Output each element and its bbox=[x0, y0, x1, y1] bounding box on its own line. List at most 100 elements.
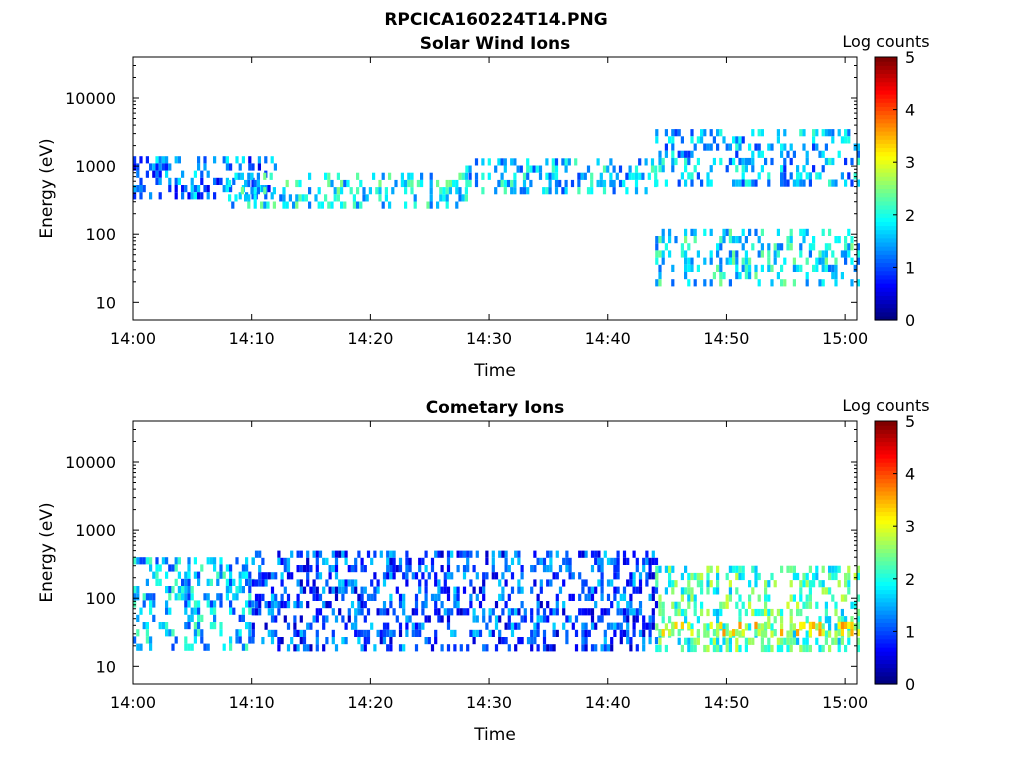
heatmap-cell-2 bbox=[744, 637, 748, 645]
colorbar-tick-label: 3 bbox=[905, 517, 915, 536]
heatmap-cell-0 bbox=[181, 593, 185, 601]
heatmap-cell-1 bbox=[424, 579, 428, 587]
heatmap-cell-2 bbox=[690, 644, 694, 653]
heatmap-cell-1 bbox=[405, 579, 409, 587]
heatmap-cell-1 bbox=[472, 586, 476, 594]
heatmap-cell-0 bbox=[168, 629, 172, 637]
heatmap-cell-3 bbox=[757, 150, 761, 158]
heatmap-cell-0 bbox=[251, 177, 255, 185]
heatmap-cell-2 bbox=[844, 572, 848, 581]
colorbar-segment bbox=[875, 589, 897, 595]
heatmap-cell-0 bbox=[197, 163, 201, 171]
heatmap-cell-1 bbox=[446, 644, 451, 652]
heatmap-cell-2 bbox=[703, 623, 707, 631]
heatmap-cell-1 bbox=[389, 565, 393, 573]
colorbar-segment bbox=[875, 167, 897, 173]
heatmap-cell-3 bbox=[789, 157, 793, 166]
heatmap-cell-1 bbox=[440, 644, 444, 652]
heatmap-cell-4 bbox=[744, 264, 748, 272]
heatmap-cell-2 bbox=[687, 580, 691, 588]
heatmap-cell-0 bbox=[241, 607, 245, 615]
heatmap-cell-4 bbox=[783, 279, 787, 287]
heatmap-cell-2 bbox=[526, 172, 530, 180]
heatmap-cell-2 bbox=[551, 158, 555, 166]
heatmap-cell-4 bbox=[850, 236, 854, 244]
heatmap-cell-1 bbox=[350, 622, 355, 630]
heatmap-cell-1 bbox=[429, 179, 433, 188]
heatmap-cell-4 bbox=[760, 243, 764, 251]
heatmap-cell-4 bbox=[821, 228, 825, 236]
heatmap-cell-1 bbox=[360, 586, 364, 594]
heatmap-cell-1 bbox=[453, 644, 457, 652]
heatmap-cell-1 bbox=[606, 593, 611, 601]
heatmap-cell-2 bbox=[738, 630, 742, 638]
heatmap-cell-3 bbox=[748, 179, 752, 187]
heatmap-cell-1 bbox=[453, 601, 457, 609]
heatmap-cell-2 bbox=[671, 587, 675, 595]
heatmap-cell-1 bbox=[443, 572, 447, 580]
heatmap-cell-4 bbox=[837, 236, 841, 244]
heatmap-cell-2 bbox=[631, 172, 635, 180]
heatmap-cell-1 bbox=[274, 593, 278, 601]
heatmap-cell-2 bbox=[773, 580, 777, 588]
heatmap-cell-2 bbox=[494, 187, 498, 195]
heatmap-cell-4 bbox=[780, 243, 784, 251]
heatmap-cell-1 bbox=[584, 593, 588, 601]
heatmap-cell-2 bbox=[468, 172, 472, 180]
heatmap-cell-1 bbox=[400, 172, 404, 180]
heatmap-cell-2 bbox=[700, 601, 704, 609]
heatmap-cell-1 bbox=[651, 572, 655, 580]
heatmap-cell-1 bbox=[366, 608, 371, 616]
heatmap-cell-3 bbox=[735, 150, 739, 158]
heatmap-cell-0 bbox=[248, 156, 252, 164]
heatmap-cell-3 bbox=[661, 165, 665, 173]
heatmap-cell-2 bbox=[532, 165, 536, 173]
heatmap-cell-1 bbox=[296, 550, 300, 558]
heatmap-cell-1 bbox=[331, 550, 335, 558]
heatmap-cell-2 bbox=[748, 594, 752, 602]
heatmap-cell-0 bbox=[219, 571, 223, 579]
heatmap-cell-4 bbox=[744, 257, 748, 265]
heatmap-cell-1 bbox=[384, 194, 388, 202]
colorbar-segment bbox=[875, 143, 897, 149]
heatmap-cell-3 bbox=[783, 157, 787, 166]
heatmap-cell-2 bbox=[693, 644, 697, 653]
heatmap-cell-3 bbox=[767, 621, 771, 629]
heatmap-cell-3 bbox=[780, 150, 784, 158]
heatmap-cell-1 bbox=[379, 637, 383, 645]
heatmap-cell-4 bbox=[687, 257, 691, 265]
heatmap-cell-1 bbox=[517, 557, 521, 565]
heatmap-cell-2 bbox=[602, 187, 607, 195]
heatmap-cell-1 bbox=[411, 629, 415, 637]
heatmap-cell-0 bbox=[232, 607, 236, 615]
heatmap-cell-1 bbox=[568, 557, 572, 565]
heatmap-cell-1 bbox=[286, 557, 291, 565]
heatmap-cell-0 bbox=[133, 593, 137, 601]
heatmap-cell-2 bbox=[487, 172, 491, 180]
heatmap-cell-2 bbox=[503, 179, 507, 188]
heatmap-cell-1 bbox=[552, 572, 556, 580]
heatmap-cell-1 bbox=[562, 557, 566, 565]
heatmap-cell-2 bbox=[760, 623, 764, 631]
heatmap-cell-2 bbox=[792, 565, 796, 573]
heatmap-cell-1 bbox=[244, 179, 248, 188]
heatmap-cell-1 bbox=[442, 187, 446, 195]
heatmap-cell-1 bbox=[597, 557, 601, 565]
colorbar-segment bbox=[875, 172, 897, 177]
heatmap-cell-1 bbox=[336, 194, 340, 202]
colorbar-segment bbox=[875, 573, 897, 578]
heatmap-cell-1 bbox=[475, 550, 479, 558]
heatmap-cell-1 bbox=[228, 179, 232, 188]
heatmap-cell-1 bbox=[336, 172, 340, 180]
colorbar-segment bbox=[875, 425, 897, 430]
heatmap-cell-3 bbox=[815, 172, 819, 180]
heatmap-cell-4 bbox=[674, 236, 678, 244]
heatmap-cell-2 bbox=[596, 158, 600, 166]
heatmap-cell-2 bbox=[474, 158, 479, 166]
heatmap-cell-1 bbox=[507, 622, 511, 630]
heatmap-cell-3 bbox=[789, 143, 793, 151]
colorbar-frame bbox=[874, 420, 898, 685]
heatmap-cell-1 bbox=[619, 622, 623, 630]
colorbar-segment bbox=[875, 217, 897, 222]
